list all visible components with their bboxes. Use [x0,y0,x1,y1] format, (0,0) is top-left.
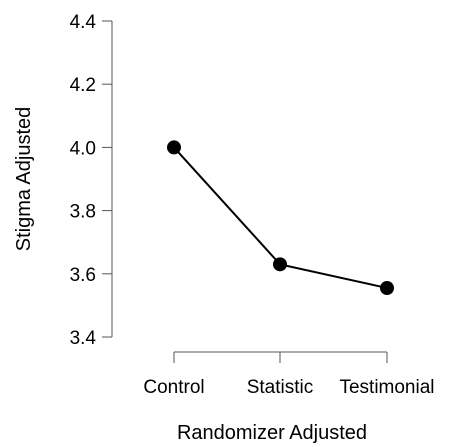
x-tick-label: Control [143,377,204,398]
x-axis-title: Randomizer Adjusted [177,422,367,444]
y-tick-label: 3.6 [70,265,96,286]
data-point [273,257,287,272]
y-tick-label: 3.4 [70,328,97,349]
y-tick-label: 3.8 [70,202,96,223]
y-axis-title: Stigma Adjusted [13,107,35,252]
y-tick-label: 4.0 [70,138,96,159]
data-point [167,140,181,155]
x-axis: Control Statistic Testimonial [143,351,435,398]
plot-area [167,140,394,296]
x-tick-label: Testimonial [339,377,434,398]
data-point [380,281,394,296]
y-axis: 3.4 3.6 3.8 4.0 4.2 4.4 [70,12,113,349]
y-tick-label: 4.4 [70,12,97,33]
y-tick-label: 4.2 [70,75,96,96]
x-tick-label: Statistic [247,377,314,398]
